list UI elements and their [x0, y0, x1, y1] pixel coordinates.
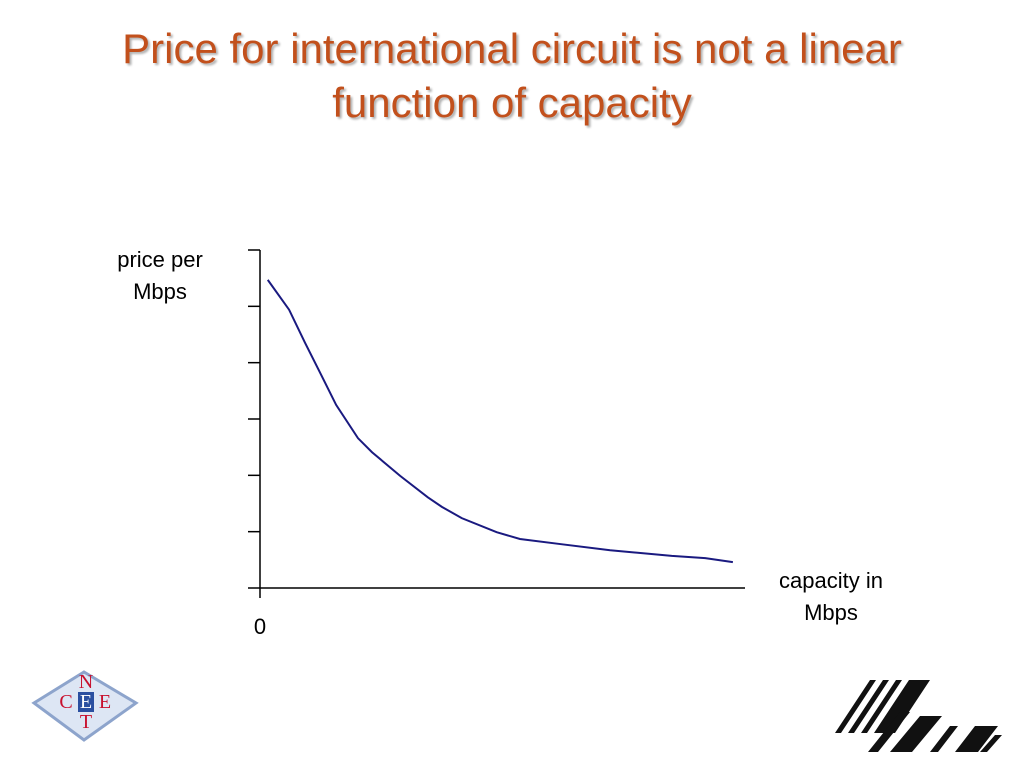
logo-letter: T: [80, 711, 92, 733]
logo-stripes: [868, 712, 1002, 752]
right-logo: [835, 680, 1002, 752]
x-tick-label: 0: [254, 614, 266, 639]
slide-title: Price for international circuit is not a…: [122, 25, 902, 126]
line-series: [266, 279, 734, 564]
left-logo: N C E E T: [31, 670, 139, 742]
logo-box: [78, 692, 94, 712]
logo-letter: E: [99, 691, 111, 713]
logo-letter: C: [59, 691, 72, 713]
logo-letter: N: [79, 671, 93, 693]
logo-stripes: [835, 680, 930, 733]
y-axis-label: price per Mbps: [117, 247, 203, 304]
x-axis-label: capacity in Mbps: [779, 568, 883, 625]
logo-letter: E: [80, 691, 92, 713]
